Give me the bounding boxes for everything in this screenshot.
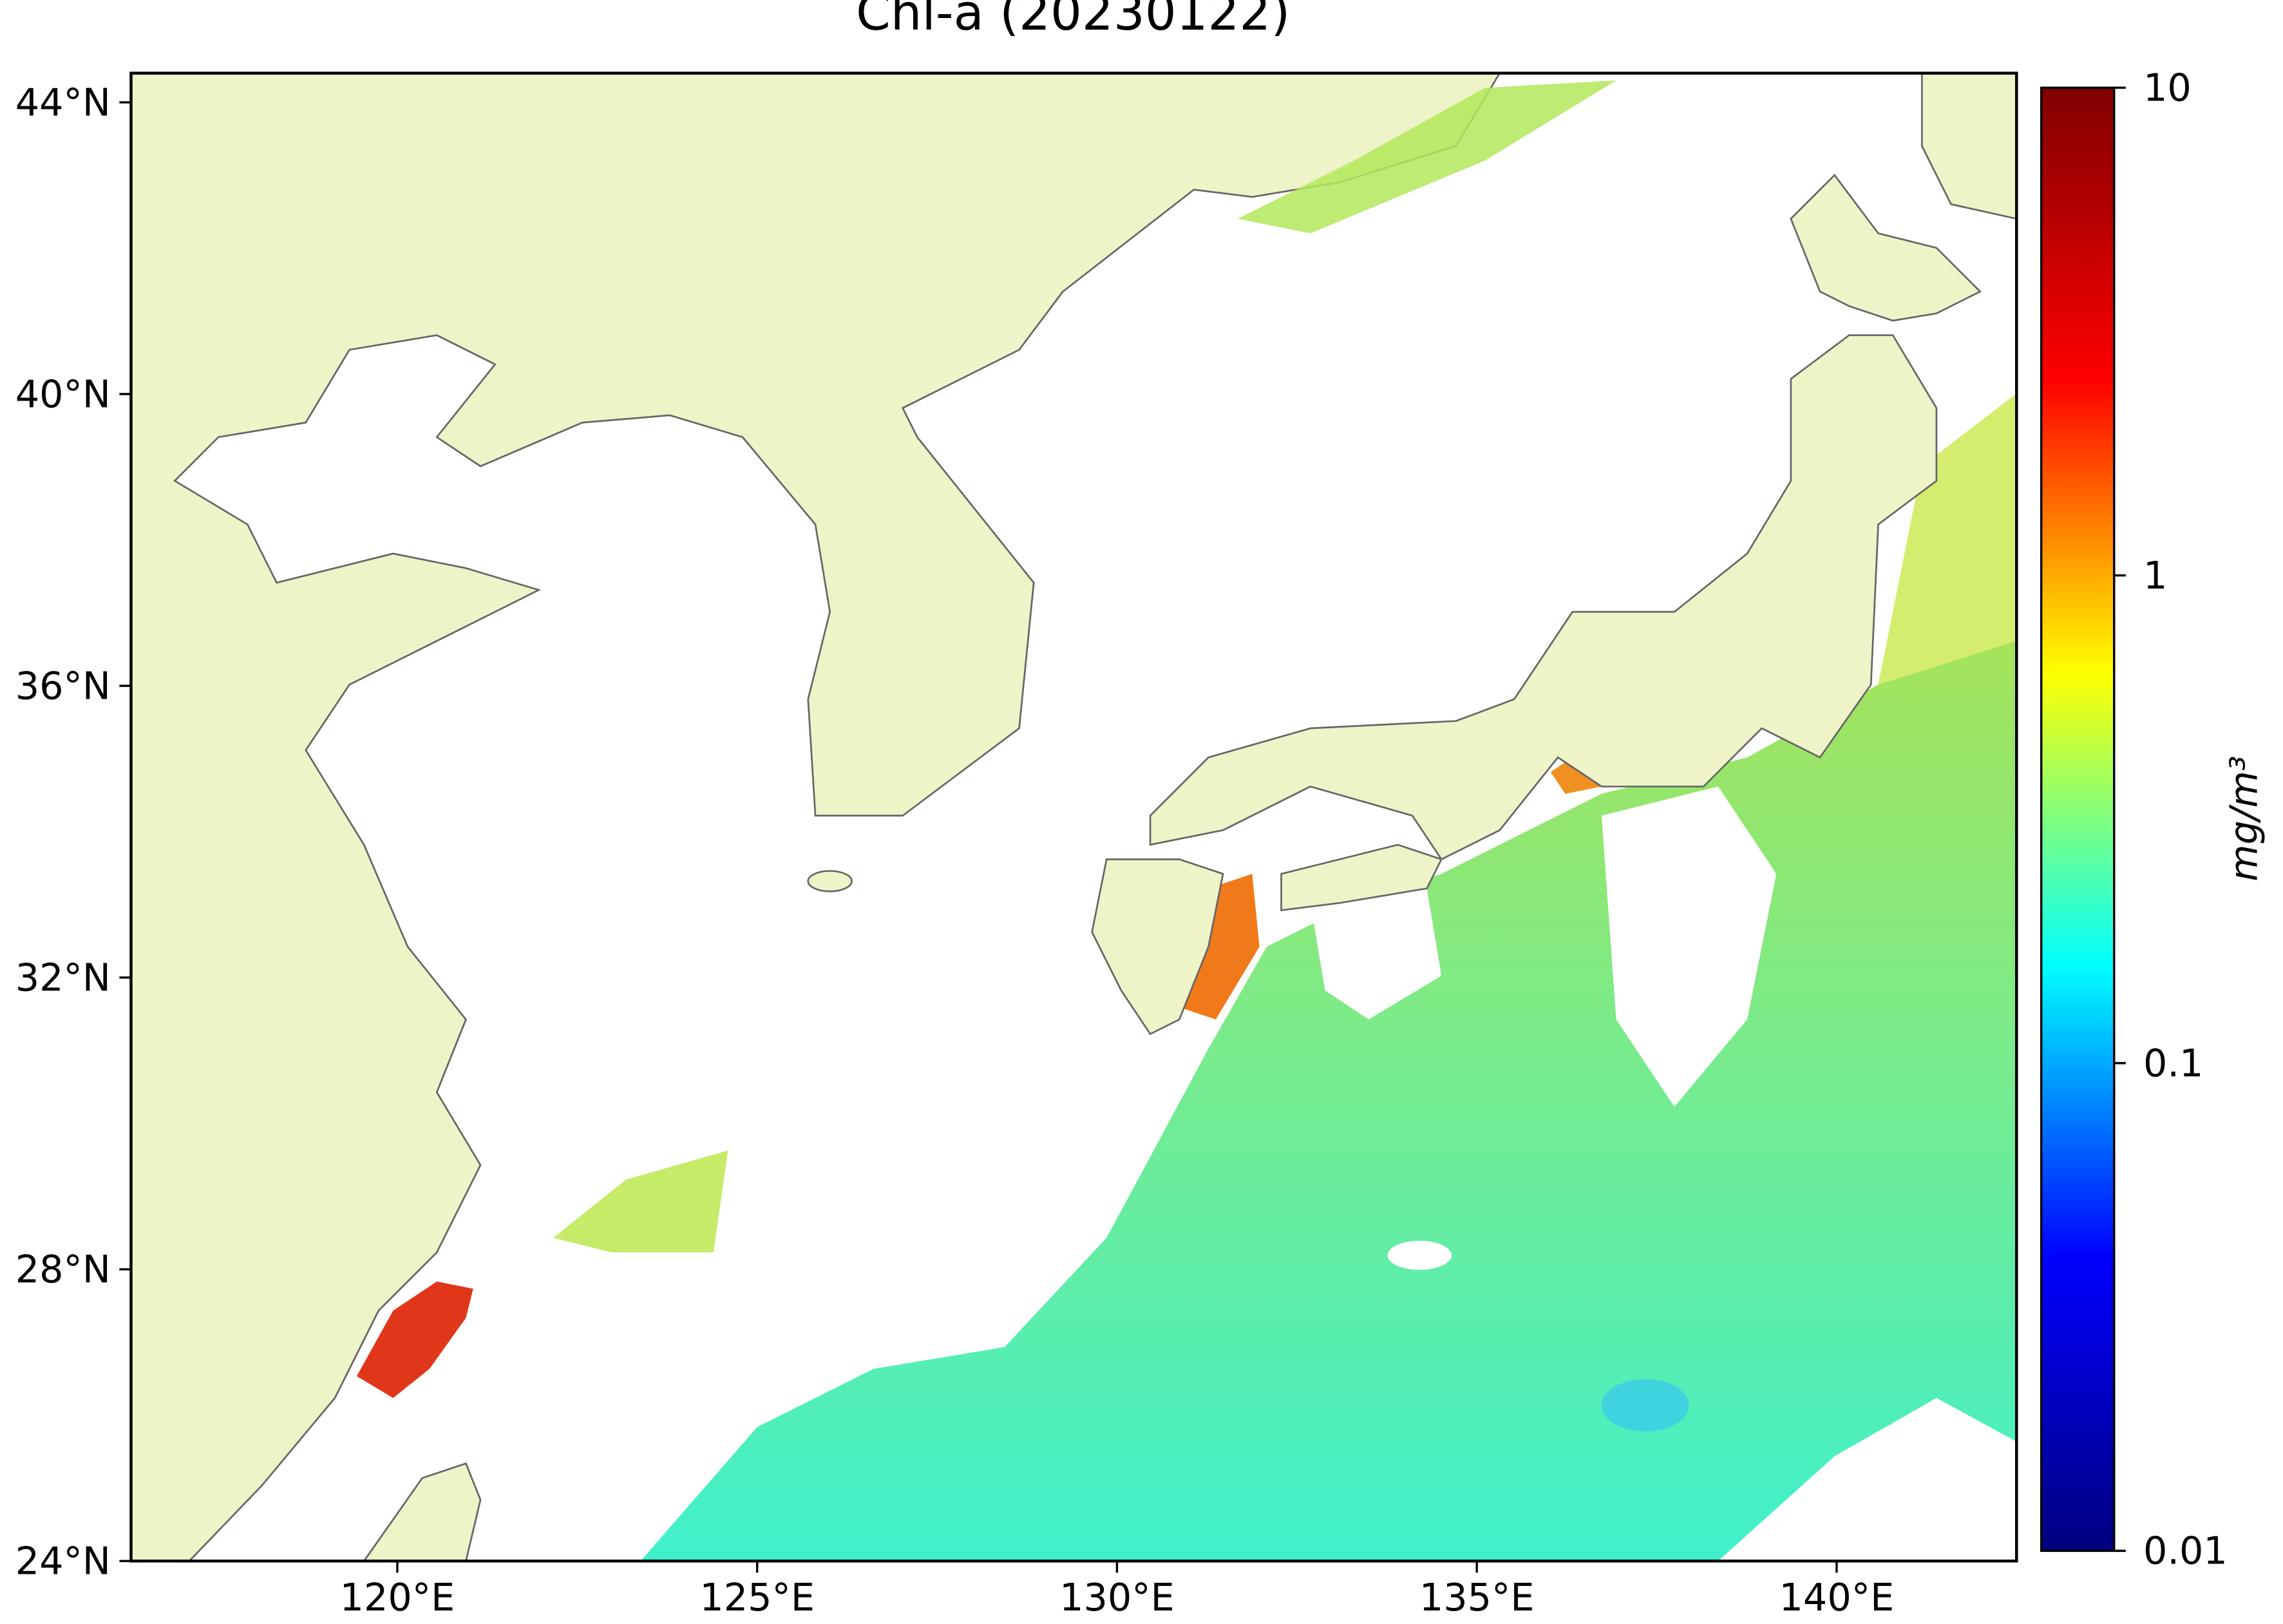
- x-tick-label: 135°E: [1419, 1575, 1535, 1619]
- kyushu: [1091, 858, 1224, 1035]
- chlorophyll-patch: [1550, 757, 1602, 794]
- y-tick-label: 36°N: [15, 663, 111, 708]
- x-tick-label: 130°E: [1059, 1575, 1175, 1619]
- cloud: [1718, 1397, 2017, 1562]
- map-frame: [129, 71, 2018, 1563]
- shikoku: [1280, 844, 1443, 912]
- chlorophyll-patch: [1601, 1379, 1689, 1431]
- colorbar: [2040, 86, 2116, 1553]
- chart-title: Chl-a (20230122): [856, 0, 1290, 42]
- colorbar-tick-label: 1: [2143, 553, 2167, 598]
- x-tick-label: 120°E: [340, 1575, 455, 1619]
- chlorophyll-field: [553, 1150, 728, 1252]
- y-tick-label: 40°N: [15, 372, 111, 416]
- hokkaido: [1790, 173, 1982, 322]
- x-tick-label: 125°E: [699, 1575, 815, 1619]
- chlorophyll-patch: [356, 1281, 473, 1398]
- sakhalin: [1920, 73, 2017, 220]
- chlorophyll-field: [1878, 393, 2017, 685]
- taiwan: [363, 1462, 482, 1562]
- y-tick-label: 28°N: [15, 1247, 111, 1291]
- cloud: [1601, 786, 1777, 1107]
- y-tick-label: 24°N: [15, 1539, 111, 1583]
- cloud: [1387, 1240, 1452, 1270]
- map-area: [131, 73, 2017, 1562]
- chlorophyll-field: [1237, 80, 1616, 234]
- colorbar-label: mg/m³: [2221, 756, 2266, 882]
- x-tick-label: 140°E: [1779, 1575, 1895, 1619]
- colorbar-tick-label: 0.1: [2143, 1041, 2203, 1085]
- colorbar-tick-label: 0.01: [2143, 1529, 2228, 1573]
- jeju: [807, 870, 853, 892]
- y-tick-label: 32°N: [15, 955, 111, 999]
- cloud: [1310, 888, 1442, 1020]
- honshu: [1149, 334, 1938, 861]
- y-tick-label: 44°N: [15, 80, 111, 124]
- colorbar-tick-label: 10: [2143, 66, 2192, 110]
